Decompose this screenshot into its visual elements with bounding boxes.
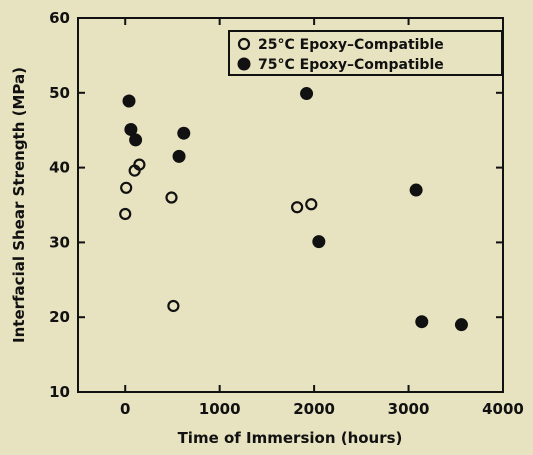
legend-marker-75c — [237, 57, 251, 71]
data-point-75c — [409, 183, 423, 197]
y-tick-label: 40 — [49, 159, 70, 177]
x-tick-label: 0 — [120, 400, 130, 418]
legend-marker-25c — [237, 37, 251, 51]
axis-ticks — [78, 17, 504, 393]
tick-labels: 0 1000 2000 3000 4000 10 20 30 40 50 60 — [49, 9, 524, 418]
data-point-75c — [312, 235, 326, 249]
data-point-25c — [305, 198, 318, 211]
data-point-25c — [133, 158, 146, 171]
data-points — [119, 87, 468, 332]
data-point-75c — [124, 122, 138, 136]
y-tick-label: 50 — [49, 84, 70, 102]
x-tick-label: 4000 — [482, 400, 524, 418]
legend-box — [228, 30, 503, 76]
data-point-75c — [172, 149, 186, 163]
x-tick-label: 2000 — [293, 400, 335, 418]
data-point-25c — [165, 191, 178, 204]
data-point-25c — [291, 201, 304, 214]
y-tick-label: 20 — [49, 308, 70, 326]
y-tick-label: 60 — [49, 9, 70, 27]
x-tick-label: 1000 — [199, 400, 241, 418]
legend-label-75c: 75°C Epoxy–Compatible — [258, 57, 444, 73]
data-point-75c — [454, 318, 468, 332]
data-point-75c — [122, 94, 136, 108]
y-tick-label: 30 — [49, 233, 70, 251]
data-point-75c — [415, 315, 429, 329]
legend: 25°C Epoxy–Compatible 75°C Epoxy–Compati… — [228, 30, 503, 76]
data-point-75c — [129, 133, 143, 147]
legend-label-25c: 25°C Epoxy–Compatible — [258, 37, 444, 53]
y-axis-title: Interfacial Shear Strength (MPa) — [10, 67, 28, 343]
data-point-25c — [119, 207, 132, 221]
x-axis-title: Time of Immersion (hours) — [178, 429, 403, 447]
plot-frame — [77, 17, 504, 393]
data-point-75c — [300, 87, 314, 101]
data-point-25c — [120, 181, 133, 194]
data-point-75c — [177, 126, 191, 140]
y-tick-label: 10 — [49, 383, 70, 401]
data-point-25c — [167, 299, 180, 313]
x-tick-label: 3000 — [388, 400, 430, 418]
